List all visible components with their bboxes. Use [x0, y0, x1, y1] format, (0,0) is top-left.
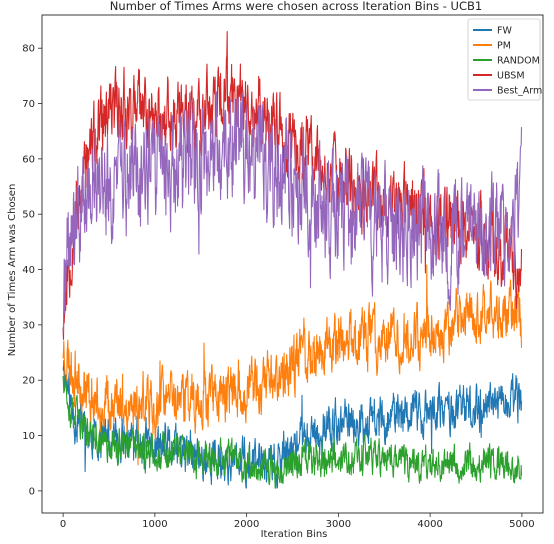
- x-tick-label: 4000: [417, 519, 442, 530]
- x-tick-label: 3000: [326, 519, 351, 530]
- y-tick-label: 0: [29, 486, 35, 497]
- y-tick-label: 60: [22, 154, 35, 165]
- x-axis-label: Iteration Bins: [261, 529, 328, 540]
- legend: FW PM RANDOM UBSM Best_Arm: [468, 19, 542, 100]
- x-tick-label: 1000: [142, 519, 167, 530]
- legend-label: RANDOM: [497, 56, 540, 67]
- series-lines: [63, 32, 521, 489]
- y-tick-label: 40: [22, 265, 35, 276]
- x-tick-label: 0: [60, 519, 66, 530]
- y-tick-label: 70: [22, 99, 35, 110]
- legend-label: PM: [497, 41, 511, 52]
- legend-label: FW: [497, 26, 512, 37]
- y-tick-label: 20: [22, 376, 35, 387]
- y-tick-label: 30: [22, 320, 35, 331]
- x-tick-label: 5000: [509, 519, 534, 530]
- y-tick-label: 80: [22, 44, 35, 55]
- y-tick-label: 10: [22, 431, 35, 442]
- legend-label: Best_Arm: [497, 86, 542, 97]
- chart-title: Number of Times Arms were chosen across …: [110, 0, 482, 13]
- legend-label: UBSM: [497, 71, 525, 82]
- y-axis-label: Number of Times Arm was Chosen: [7, 184, 18, 357]
- x-tick-label: 2000: [234, 519, 259, 530]
- y-tick-label: 50: [22, 210, 35, 221]
